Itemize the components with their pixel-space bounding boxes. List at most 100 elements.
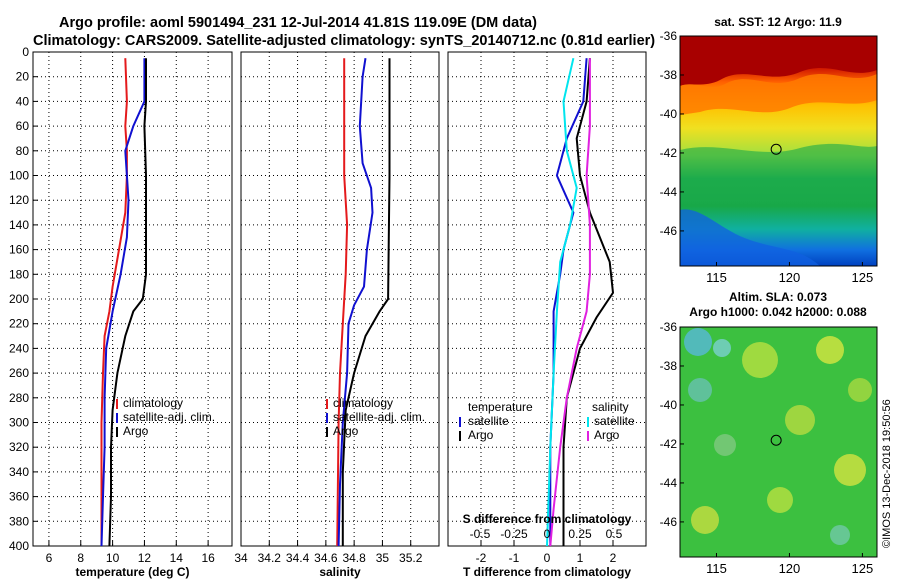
sla-blob xyxy=(714,434,736,456)
y-tick-label: 260 xyxy=(9,366,29,380)
sst-cold-patch xyxy=(680,209,820,266)
figure-title-line2: Climatology: CARS2009. Satellite-adjuste… xyxy=(33,33,655,49)
map-y-tick-label: -42 xyxy=(660,437,678,451)
y-tick-label: 0 xyxy=(22,45,29,59)
figure-title-line1: Argo profile: aoml 5901494_231 12-Jul-20… xyxy=(59,15,537,31)
legend-entry: Argo xyxy=(594,428,620,442)
series-line-black xyxy=(108,58,147,547)
y-tick-label: 20 xyxy=(16,70,30,84)
sla-blob xyxy=(742,342,778,378)
map-y-tick-label: -38 xyxy=(660,68,678,82)
legend-entry: Argo xyxy=(123,424,149,438)
y-tick-label: 220 xyxy=(9,317,29,331)
x-tick-label: 16 xyxy=(201,551,215,565)
map-x-tick-label: 125 xyxy=(852,561,874,576)
series-line-black xyxy=(562,58,615,546)
sla-blob xyxy=(688,378,712,402)
y-tick-label: 200 xyxy=(9,292,29,306)
y-tick-label: 240 xyxy=(9,341,29,355)
x-tick-label: -1 xyxy=(509,551,520,565)
x-tick-label: 10 xyxy=(106,551,120,565)
sla-map-subtitle: Argo h1000: 0.042 h2000: 0.088 xyxy=(689,305,867,319)
sla-argo-marker xyxy=(770,434,782,446)
series-line-blue xyxy=(100,58,146,547)
legend-entry: satellite xyxy=(468,414,509,428)
x-tick-label: 35 xyxy=(376,551,390,565)
legend-entry: climatology xyxy=(333,396,393,410)
y-tick-label: 320 xyxy=(9,440,29,454)
y-tick-label: 340 xyxy=(9,465,29,479)
legend-title-salinity: salinity xyxy=(592,400,629,414)
legend-entry: climatology xyxy=(123,396,183,410)
y-tick-label: 280 xyxy=(9,391,29,405)
legend-entry: Argo xyxy=(333,424,359,438)
x-tick-label: -2 xyxy=(476,551,487,565)
map-y-tick-label: -36 xyxy=(660,29,678,43)
map-y-tick-label: -44 xyxy=(660,476,678,490)
map-x-tick-label: 120 xyxy=(779,561,801,576)
top-tick-label: -0.25 xyxy=(500,527,528,541)
map-y-tick-label: -38 xyxy=(660,359,678,373)
map-y-tick-label: -46 xyxy=(660,515,678,529)
sla-map: Altim. SLA: 0.073 Argo h1000: 0.042 h200… xyxy=(660,290,878,576)
map-x-tick-label: 115 xyxy=(706,561,727,576)
x-tick-label: 12 xyxy=(138,551,152,565)
x-tick-label: 6 xyxy=(46,551,53,565)
y-tick-label: 120 xyxy=(9,193,29,207)
legend-entry: satellite-adj. clim. xyxy=(123,410,215,424)
y-tick-label: 400 xyxy=(9,539,29,553)
x-tick-label: 14 xyxy=(170,551,184,565)
sla-blob xyxy=(834,454,866,486)
sla-blob xyxy=(767,487,793,513)
x-tick-label: 34.8 xyxy=(342,551,366,565)
legend-entry: satellite-adj. clim. xyxy=(333,410,425,424)
map-x-tick-label: 125 xyxy=(852,270,874,285)
x-axis-label: temperature (deg C) xyxy=(75,565,189,579)
sla-map-frame xyxy=(679,326,878,558)
series-line-blue xyxy=(337,58,374,547)
series-line-red xyxy=(336,58,349,547)
sst-green-band xyxy=(680,143,877,200)
y-tick-label: 140 xyxy=(9,218,29,232)
x-tick-label: 34.4 xyxy=(286,551,310,565)
y-tick-label: 360 xyxy=(9,490,29,504)
panel-differences: -2 -1 0 1 2T difference from climatology temp… xyxy=(447,51,647,579)
sla-blob xyxy=(684,328,712,356)
legend-entry: satellite xyxy=(594,414,635,428)
x-axis-label: salinity xyxy=(319,565,361,579)
sst-map-frame xyxy=(679,35,878,267)
legend-entry: Argo xyxy=(468,428,494,442)
y-tick-label: 300 xyxy=(9,416,29,430)
sla-blob xyxy=(816,336,844,364)
sst-argo-marker xyxy=(770,143,782,155)
sla-map-ticks: 115 120 125 -36 -38 -40 -42 -44 -46 xyxy=(660,320,874,576)
x-axis-label: T difference from climatology xyxy=(463,565,631,579)
x-tick-label: 2 xyxy=(610,551,617,565)
y-tick-label: 180 xyxy=(9,267,29,281)
top-axis-label: S difference from climatology xyxy=(463,512,632,526)
x-tick-label: 34.2 xyxy=(258,551,282,565)
map-y-tick-label: -42 xyxy=(660,146,678,160)
y-tick-label: 100 xyxy=(9,169,29,183)
legend-title-temperature: temperature xyxy=(468,400,533,414)
series-line-red xyxy=(100,58,128,546)
imos-watermark: ©IMOS 13-Dec-2018 19:50:56 xyxy=(881,399,893,548)
series-line-magenta xyxy=(549,58,591,547)
panel-salinity: 34 34.2 34.4 34.6 34.8 35 35.2 salinity climatol… xyxy=(234,51,440,579)
x-tick-label: 0 xyxy=(544,551,551,565)
map-x-tick-label: 115 xyxy=(706,270,727,285)
sst-map-ticks: 115 120 125 -36 -38 -40 -42 -44 -46 xyxy=(660,29,874,285)
sla-blob xyxy=(691,506,719,534)
series-line-blue xyxy=(549,58,588,546)
sla-blob xyxy=(785,405,815,435)
sst-map-title: sat. SST: 12 Argo: 11.9 xyxy=(714,15,842,29)
map-y-tick-label: -46 xyxy=(660,224,678,238)
map-x-tick-label: 120 xyxy=(779,270,801,285)
sst-warm-front xyxy=(680,36,877,86)
sla-blob xyxy=(848,378,872,402)
y-tick-label: 60 xyxy=(16,119,30,133)
x-tick-label: 35.2 xyxy=(399,551,423,565)
y-tick-label: 380 xyxy=(9,514,29,528)
series-line-black xyxy=(341,58,391,546)
